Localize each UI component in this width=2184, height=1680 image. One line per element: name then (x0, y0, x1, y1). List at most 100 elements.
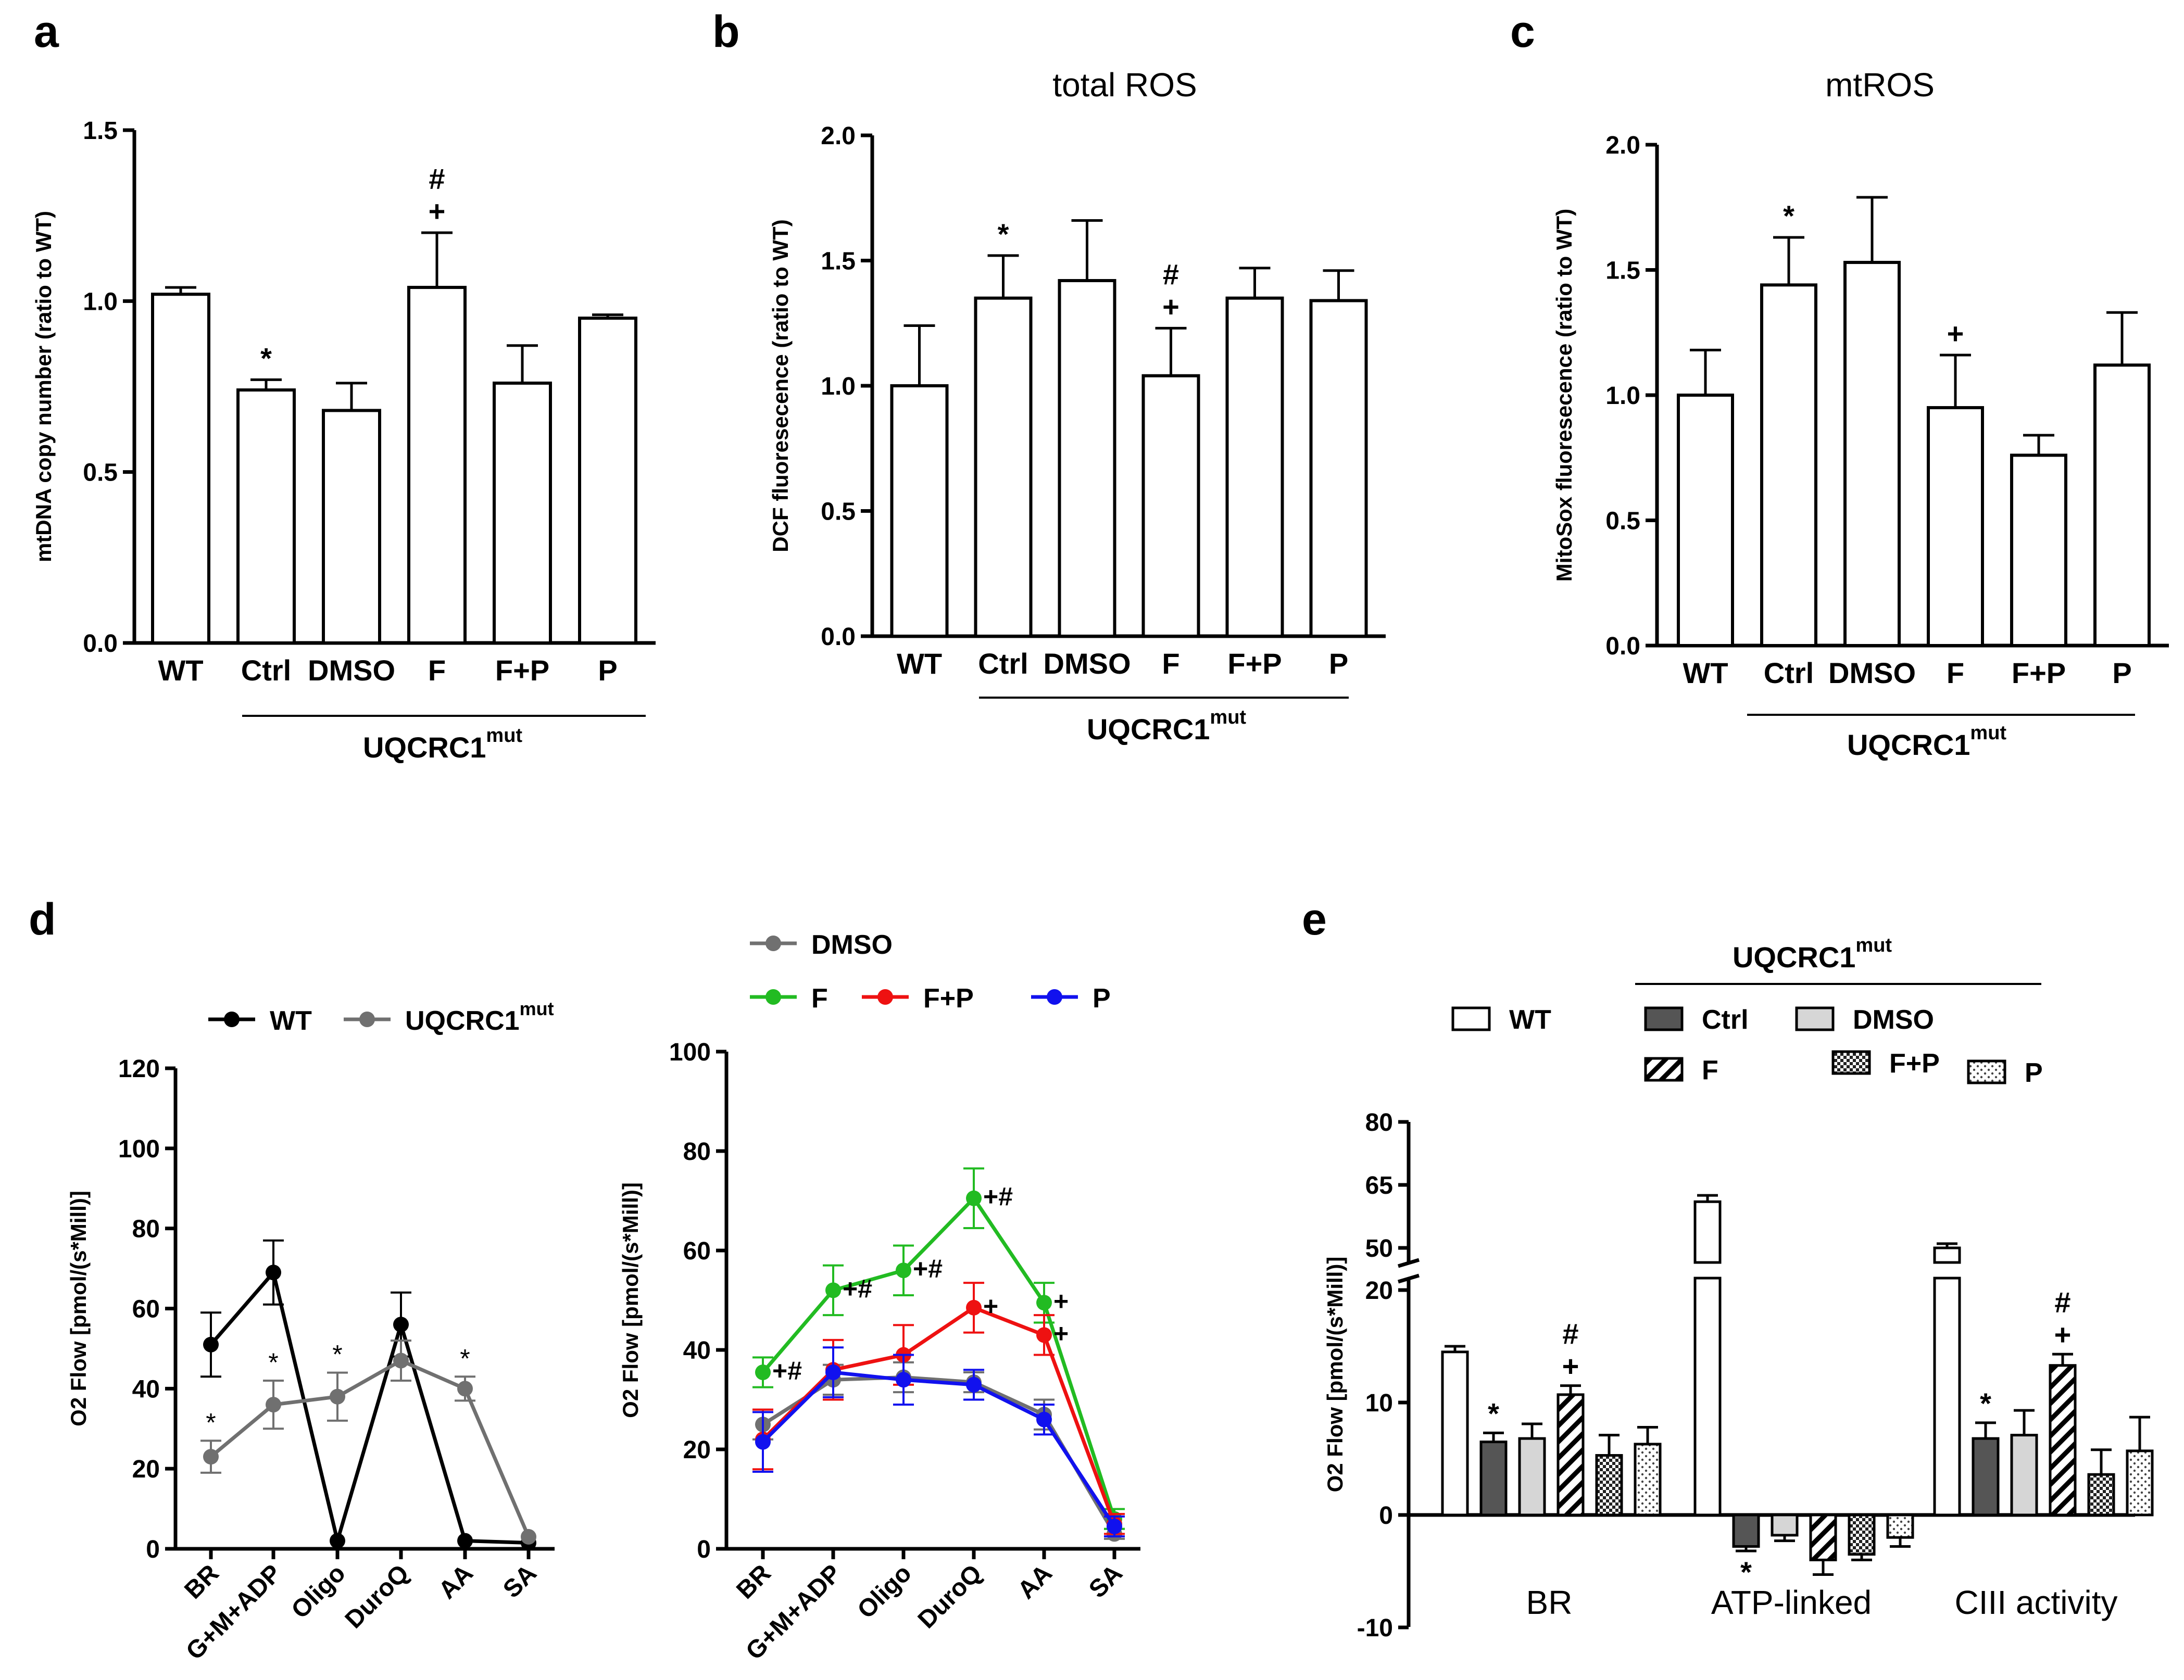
significance-mark: + (1162, 290, 1179, 323)
panel-label-d: d (29, 894, 56, 944)
category-label: F+P (495, 654, 549, 687)
bar-b-WT (890, 384, 949, 638)
category-label: F+P (1227, 647, 1282, 680)
panel-label-b: b (712, 7, 740, 57)
category-label: Ctrl (978, 647, 1028, 680)
category-label: DMSO (1044, 647, 1131, 680)
group-label-a-sup: mut (486, 725, 522, 747)
group-label: BR (1526, 1584, 1573, 1621)
bar-e-ATP-linked-F (1809, 1513, 1837, 1561)
group-label: CIII activity (1955, 1584, 2118, 1621)
legend-label-main: UQCRC1 (405, 1006, 520, 1036)
bar-e-BR-WT (1441, 1350, 1469, 1517)
y-tick-label: 60 (683, 1237, 711, 1265)
category-label: DuroQ (913, 1559, 987, 1634)
bar-e-CIII activity-F+P (2087, 1473, 2115, 1517)
bar-a-P (578, 317, 637, 645)
data-point-P (755, 1434, 771, 1450)
panel-label-a: a (34, 7, 59, 57)
legend-swatch-WT (1451, 1006, 1491, 1031)
y-tick-label: 100 (118, 1135, 160, 1163)
y-tick-label: 80 (683, 1138, 711, 1166)
data-point-F (896, 1262, 911, 1279)
category-label: BR (179, 1559, 224, 1604)
significance-mark: # (429, 162, 445, 195)
significance-mark: + (429, 195, 446, 228)
bar-a-Ctrl (236, 388, 296, 645)
bar-c-Ctrl (1760, 283, 1817, 647)
data-point-WT (266, 1265, 281, 1281)
category-label: DMSO (1828, 656, 1916, 689)
legend-swatch-F (1644, 1057, 1684, 1082)
y-tick-label: 0 (1379, 1502, 1393, 1530)
legend-label-WT: WT (1509, 1005, 1551, 1035)
y-tick-label: 0 (697, 1536, 711, 1563)
legend-label-sup: mut (520, 998, 554, 1019)
significance-mark: * (1783, 199, 1794, 232)
group-label-a-main: UQCRC1 (363, 731, 486, 764)
y-tick-label: 65 (1365, 1172, 1393, 1199)
significance-mark: * (460, 1344, 470, 1373)
significance-mark: + (1053, 1319, 1069, 1348)
bar-b-DMSO (1058, 279, 1116, 638)
y-axis-label-a: mtDNA copy number (ratio to WT) (31, 211, 56, 562)
y-tick-label: 0.5 (821, 498, 856, 526)
chart-title-b: total ROS (1052, 66, 1197, 104)
data-point-WT (203, 1336, 219, 1353)
legend-swatch-Ctrl (1644, 1006, 1684, 1031)
bar-e-ATP-linked-Ctrl (1732, 1513, 1760, 1548)
data-point-P (966, 1376, 982, 1393)
group-label-c: UQCRC1mut (1847, 722, 2006, 761)
bar-c-DMSO (1843, 261, 1901, 647)
y-tick-label: 1.5 (821, 248, 856, 275)
legend-swatch-F+P (1831, 1050, 1871, 1075)
legend-label-UQCRC1: UQCRC1mut (405, 998, 554, 1036)
axis-break-mark (1397, 1258, 1420, 1268)
y-axis-label-d1: O2 Flow [pmol/(s*Mill)] (66, 1191, 91, 1426)
category-label: BR (731, 1559, 776, 1604)
bar-a-F+P (493, 381, 552, 645)
category-label: AA (1012, 1559, 1057, 1604)
legend-marker-F (765, 989, 781, 1005)
data-point-WT (330, 1533, 345, 1549)
data-point-UQCRC1 (393, 1353, 409, 1369)
bar-e-ATP-linked-WT-lower (1693, 1277, 1722, 1517)
significance-mark: + (1562, 1350, 1579, 1383)
category-label: F (428, 654, 446, 687)
category-label: F (1947, 656, 1964, 689)
series-line-WT (209, 1268, 529, 1548)
series-line-P (761, 1370, 1116, 1527)
chart-title-c: mtROS (1825, 66, 1935, 104)
y-tick-label: 40 (683, 1337, 711, 1365)
data-point-F (755, 1364, 771, 1380)
bar-e-ATP-linked-DMSO (1771, 1513, 1799, 1537)
data-point-UQCRC1 (203, 1449, 219, 1465)
data-point-UQCRC1 (330, 1388, 345, 1405)
bar-e-BR-F (1557, 1393, 1585, 1517)
bar-a-F (407, 286, 467, 645)
category-label: AA (433, 1559, 478, 1604)
bar-e-CIII activity-WT-lower (1933, 1277, 1961, 1517)
y-tick-label: 0 (146, 1536, 160, 1563)
significance-mark: # (1163, 258, 1179, 290)
significance-mark: +# (983, 1182, 1013, 1211)
bar-b-P (1309, 299, 1368, 638)
legend-marker-F+P (877, 989, 893, 1005)
y-tick-label: 20 (1365, 1277, 1393, 1305)
data-point-P (1107, 1519, 1122, 1535)
bar-c-WT (1677, 394, 1734, 647)
y-tick-label: 60 (132, 1296, 160, 1323)
category-label: P (2112, 656, 2131, 689)
data-point-F+P (1036, 1327, 1052, 1343)
bar-c-F (1927, 406, 1984, 647)
y-tick-label: 40 (132, 1375, 160, 1403)
data-point-WT (393, 1317, 409, 1333)
y-tick-label: 80 (132, 1216, 160, 1243)
data-point-F+P (966, 1299, 982, 1316)
bar-e-ATP-linked-P (1886, 1513, 1914, 1539)
legend-label-DMSO: DMSO (1853, 1005, 1934, 1035)
legend-label-F+P: F+P (1889, 1049, 1940, 1079)
significance-mark: * (1980, 1387, 1991, 1420)
series-line-F (761, 1195, 1116, 1520)
significance-mark: * (332, 1340, 342, 1369)
